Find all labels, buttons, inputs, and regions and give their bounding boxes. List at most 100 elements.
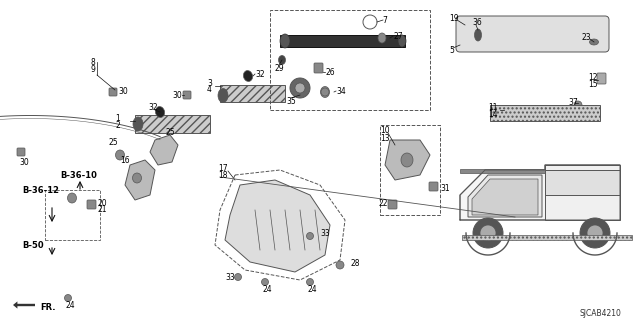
FancyBboxPatch shape: [183, 91, 191, 99]
Text: 34: 34: [336, 86, 346, 95]
Bar: [462, 235, 632, 240]
Ellipse shape: [336, 261, 344, 269]
FancyBboxPatch shape: [429, 182, 438, 191]
Circle shape: [290, 78, 310, 98]
FancyBboxPatch shape: [314, 63, 323, 73]
Text: 17: 17: [218, 164, 228, 172]
Text: 10: 10: [380, 125, 390, 134]
Bar: [45, 190, 100, 240]
Text: 13: 13: [380, 133, 390, 142]
Text: 9: 9: [90, 65, 95, 74]
FancyBboxPatch shape: [87, 200, 96, 209]
Circle shape: [480, 225, 496, 241]
Text: 30: 30: [19, 157, 29, 166]
Ellipse shape: [589, 39, 598, 45]
Ellipse shape: [321, 86, 330, 98]
Ellipse shape: [280, 34, 290, 48]
Text: 27: 27: [393, 31, 403, 41]
Text: 16: 16: [120, 156, 130, 164]
Text: SJCAB4210: SJCAB4210: [580, 308, 622, 317]
Ellipse shape: [132, 173, 141, 183]
Text: 21: 21: [97, 205, 106, 214]
FancyBboxPatch shape: [456, 16, 609, 52]
Text: B-36-10: B-36-10: [60, 171, 97, 180]
Ellipse shape: [307, 233, 314, 239]
Polygon shape: [125, 160, 155, 200]
Ellipse shape: [156, 107, 164, 117]
FancyBboxPatch shape: [17, 148, 25, 156]
Text: 4: 4: [207, 84, 212, 93]
Text: 22: 22: [378, 198, 387, 207]
Bar: [220, 85, 285, 102]
Ellipse shape: [307, 278, 314, 285]
Ellipse shape: [218, 89, 228, 102]
Bar: [135, 115, 210, 133]
Text: 33: 33: [225, 274, 235, 283]
Text: B-50: B-50: [22, 241, 44, 250]
Polygon shape: [460, 165, 620, 220]
Text: 5: 5: [449, 45, 454, 54]
Text: 15: 15: [588, 79, 598, 89]
Polygon shape: [225, 180, 330, 272]
Ellipse shape: [378, 33, 386, 43]
Ellipse shape: [401, 153, 413, 167]
Text: 35: 35: [286, 97, 296, 106]
Polygon shape: [468, 175, 542, 217]
Text: 33: 33: [320, 229, 330, 238]
Polygon shape: [472, 179, 538, 215]
Ellipse shape: [115, 150, 125, 160]
Text: 30: 30: [118, 86, 128, 95]
Ellipse shape: [278, 55, 285, 65]
Ellipse shape: [262, 278, 269, 285]
Circle shape: [580, 218, 610, 248]
Ellipse shape: [234, 274, 241, 281]
Polygon shape: [150, 135, 178, 165]
Text: 23: 23: [582, 33, 591, 42]
Text: 20: 20: [97, 198, 107, 207]
Bar: [280, 35, 405, 47]
Text: 28: 28: [350, 259, 360, 268]
Text: 11: 11: [488, 102, 497, 111]
Text: 14: 14: [488, 109, 498, 118]
Text: 19: 19: [449, 13, 459, 22]
Text: 2: 2: [115, 121, 120, 130]
Bar: [545, 170, 620, 195]
Polygon shape: [385, 140, 430, 180]
FancyBboxPatch shape: [388, 200, 397, 209]
Text: 25: 25: [165, 127, 175, 137]
Text: 31: 31: [440, 183, 450, 193]
Text: 3: 3: [207, 78, 212, 87]
Text: 37: 37: [568, 98, 578, 107]
Text: 24: 24: [307, 285, 317, 294]
Text: 30: 30: [172, 91, 182, 100]
Ellipse shape: [574, 101, 582, 109]
Text: 8: 8: [90, 58, 95, 67]
Ellipse shape: [243, 71, 253, 81]
Circle shape: [473, 218, 503, 248]
Text: 1: 1: [115, 114, 120, 123]
Text: 26: 26: [325, 68, 335, 76]
Circle shape: [295, 83, 305, 93]
Bar: [460, 169, 545, 173]
Text: 12: 12: [588, 73, 598, 82]
Ellipse shape: [474, 29, 481, 41]
Ellipse shape: [133, 117, 143, 131]
Bar: [545, 165, 620, 220]
Text: 25: 25: [108, 138, 118, 147]
Bar: [490, 105, 600, 121]
Ellipse shape: [67, 193, 77, 203]
Ellipse shape: [65, 294, 72, 301]
Bar: [380, 125, 440, 215]
Text: FR.: FR.: [40, 303, 56, 313]
Text: B-36-12: B-36-12: [22, 186, 59, 195]
Text: 36: 36: [472, 18, 482, 27]
Bar: [270, 10, 430, 110]
Circle shape: [587, 225, 603, 241]
FancyBboxPatch shape: [597, 73, 606, 84]
Text: 32: 32: [255, 69, 264, 78]
Text: 32: 32: [148, 102, 157, 111]
Text: 29: 29: [274, 63, 284, 73]
Ellipse shape: [398, 35, 406, 47]
Text: 7: 7: [382, 15, 387, 25]
FancyBboxPatch shape: [109, 88, 117, 96]
